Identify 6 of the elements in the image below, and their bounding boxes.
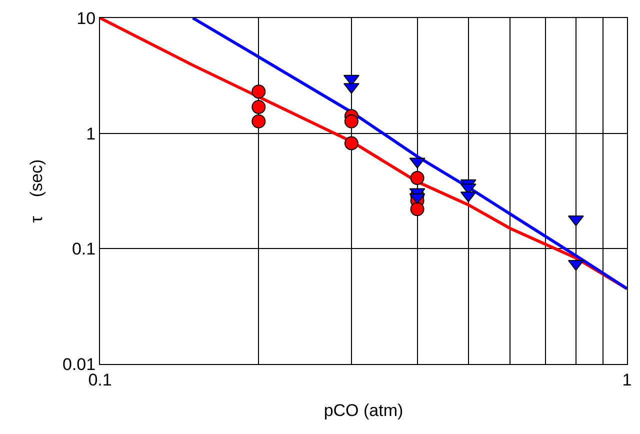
y-tick-label: 0.1 (72, 240, 96, 259)
y-tick-label: 0.01 (62, 354, 96, 374)
y-tick-label: 1 (86, 124, 96, 144)
x-axis-title: pCO (atm) (324, 400, 404, 420)
y-tick-label: 10 (76, 8, 96, 28)
y-axis-title: τ (sec) (27, 159, 46, 223)
